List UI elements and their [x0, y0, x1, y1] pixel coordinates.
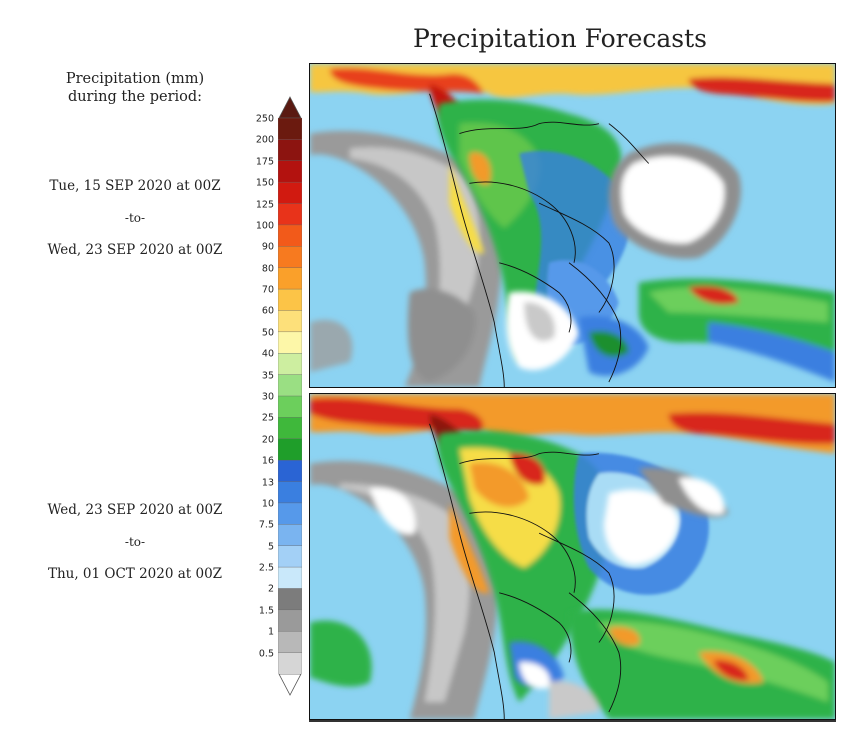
colorbar-swatch — [278, 139, 302, 162]
period-1-label: Tue, 15 SEP 2020 at 00Z -to- Wed, 23 SEP… — [30, 177, 240, 273]
bottom-axis-line — [309, 720, 836, 722]
chart-title: Precipitation Forecasts — [412, 24, 708, 53]
colorbar-swatch — [278, 203, 302, 226]
colorbar-swatch — [278, 502, 302, 526]
colorbar-swatch — [278, 246, 302, 269]
colorbar-tick-label: 5 — [267, 541, 274, 553]
colorbar-tick-label: 1 — [267, 626, 274, 638]
colorbar-swatch — [278, 417, 302, 440]
colorbar-tick-label: 60 — [261, 305, 274, 317]
colorbar-swatch — [278, 181, 302, 205]
colorbar-bottom-arrow — [278, 674, 302, 696]
period-2-label: Wed, 23 SEP 2020 at 00Z -to- Thu, 01 OCT… — [30, 501, 240, 597]
period-2-separator: -to- — [124, 535, 146, 549]
colorbar-tick-label: 0.5 — [258, 648, 274, 660]
colorbar-swatch — [278, 481, 302, 504]
colorbar-tick-label: 10 — [261, 498, 274, 510]
legend-title-line-1: Precipitation (mm) — [65, 71, 205, 87]
colorbar-swatch — [278, 160, 302, 183]
colorbar — [278, 118, 302, 674]
period-2-end: Thu, 01 OCT 2020 at 00Z — [47, 566, 223, 582]
colorbar-swatch — [278, 631, 302, 654]
colorbar-tick-label: 16 — [261, 455, 274, 467]
colorbar-swatch — [278, 438, 302, 461]
colorbar-swatch — [278, 374, 302, 397]
colorbar-tick-label: 25 — [261, 412, 274, 424]
period-2-start: Wed, 23 SEP 2020 at 00Z — [47, 502, 223, 518]
colorbar-swatch — [278, 395, 302, 419]
colorbar-swatch — [278, 288, 302, 312]
colorbar-swatch — [278, 524, 302, 547]
colorbar-swatch — [278, 224, 302, 248]
colorbar-swatch — [278, 310, 302, 333]
colorbar-tick-label: 50 — [261, 327, 274, 339]
colorbar-tick-label: 40 — [261, 348, 274, 360]
colorbar-tick-label: 13 — [261, 477, 274, 489]
colorbar-swatch — [278, 652, 302, 674]
colorbar-swatch — [278, 566, 302, 590]
colorbar-tick-label: 250 — [255, 113, 274, 125]
colorbar-tick-label: 90 — [261, 241, 274, 253]
colorbar-swatch — [278, 545, 302, 568]
colorbar-tick-label: 125 — [255, 199, 274, 211]
legend-title: Precipitation (mm) during the period: — [30, 70, 240, 106]
colorbar-tick-label: 80 — [261, 263, 274, 275]
colorbar-tick-label: 175 — [255, 156, 274, 168]
forecast-map-period-1 — [309, 63, 836, 388]
colorbar-tick-label: 70 — [261, 284, 274, 296]
colorbar-swatch — [278, 459, 302, 483]
colorbar-labels: 250 200 175 150 125 100 90 80 70 60 50 40 35 30 25 20 16… — [240, 114, 274, 674]
colorbar-tick-label: 20 — [261, 434, 274, 446]
colorbar-tick-label: 1.5 — [258, 605, 274, 617]
colorbar-swatch — [278, 588, 302, 611]
colorbar-swatch — [278, 118, 302, 141]
colorbar-swatch — [278, 331, 302, 354]
colorbar-tick-label: 2.5 — [258, 562, 274, 574]
colorbar-swatch — [278, 267, 302, 290]
colorbar-swatch — [278, 609, 302, 632]
period-1-end: Wed, 23 SEP 2020 at 00Z — [47, 242, 223, 258]
forecast-map-period-2 — [309, 393, 836, 720]
colorbar-tick-label: 2 — [267, 583, 274, 595]
colorbar-tick-label: 35 — [261, 370, 274, 382]
colorbar-tick-label: 30 — [261, 391, 274, 403]
colorbar-tick-label: 100 — [255, 220, 274, 232]
colorbar-tick-label: 150 — [255, 177, 274, 189]
colorbar-tick-label: 200 — [255, 134, 274, 146]
colorbar-swatch — [278, 353, 302, 376]
colorbar-tick-label: 7.5 — [258, 519, 274, 531]
period-1-separator: -to- — [124, 211, 146, 225]
period-1-start: Tue, 15 SEP 2020 at 00Z — [49, 178, 221, 194]
colorbar-top-arrow — [278, 96, 302, 118]
legend-title-line-2: during the period: — [67, 89, 203, 105]
